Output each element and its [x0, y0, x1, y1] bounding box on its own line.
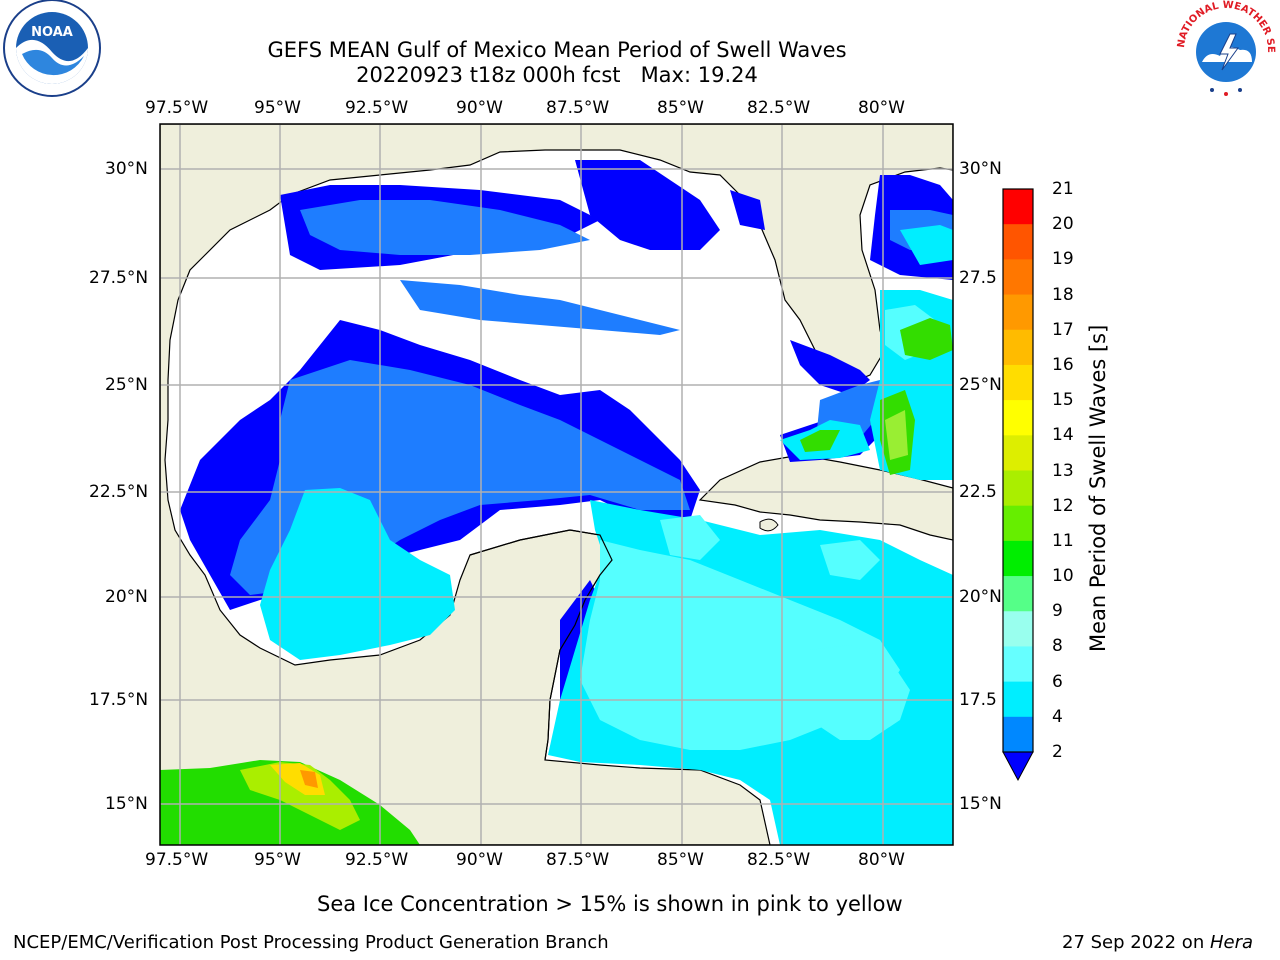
colorbar-extend-arrow	[1002, 751, 1034, 782]
map-subtitle: 20220923 t18z 000h fcst Max: 19.24	[356, 63, 758, 87]
footer-date-text: 27 Sep 2022 on	[1062, 932, 1210, 953]
lon-tick-top: 80°W	[858, 98, 905, 118]
colorbar-band	[1003, 470, 1033, 507]
colorbar-tick-label: 10	[1052, 566, 1074, 587]
lon-tick-bottom: 87.5°W	[546, 850, 610, 870]
lat-tick-left: 15°N	[105, 794, 148, 814]
colorbar-band	[1003, 576, 1033, 612]
lon-tick-bottom: 90°W	[456, 850, 503, 870]
pacific-swell-field	[160, 760, 420, 845]
colorbar-tick-label: 16	[1052, 354, 1074, 375]
lat-tick-right: 30°N	[959, 159, 1002, 179]
colorbar-band	[1003, 259, 1033, 296]
lat-tick-right: 22.5	[959, 482, 997, 502]
colorbar-tick-label: 13	[1052, 460, 1074, 481]
noaa-logo: NOAA	[3, 0, 101, 97]
colorbar-label: Mean Period of Swell Waves [s]	[1086, 324, 1110, 652]
colorbar-band	[1003, 646, 1033, 683]
swell-band-light-cyan	[580, 305, 935, 750]
footer-host: Hera	[1209, 932, 1253, 953]
lon-tick-bottom: 82.5°W	[747, 850, 811, 870]
colorbar-band	[1003, 189, 1033, 225]
colorbar-band	[1003, 611, 1033, 647]
colorbar-tick-label: 15	[1052, 390, 1074, 411]
lon-tick-top: 95°W	[254, 98, 301, 118]
map-title: GEFS MEAN Gulf of Mexico Mean Period of …	[267, 38, 847, 62]
noaa-logo-text: NOAA	[31, 25, 73, 40]
colorbar-frame	[1002, 188, 1034, 753]
colorbar-band	[1003, 540, 1033, 577]
colorbar-tick-label: 9	[1052, 601, 1063, 622]
lat-tick-right: 17.5	[959, 690, 997, 710]
colorbar-tick-label: 6	[1052, 671, 1063, 692]
lon-tick-top: 90°W	[456, 98, 503, 118]
lat-tick-right: 27.5	[959, 268, 997, 288]
nws-logo: NATIONAL WEATHER SERVICE	[1172, 0, 1276, 98]
colorbar-band	[1003, 681, 1033, 718]
colorbar-tick-label: 14	[1052, 425, 1074, 446]
colorbar	[1002, 188, 1034, 782]
colorbar-band	[1003, 224, 1033, 260]
lat-tick-left: 27.5°N	[89, 268, 149, 288]
lon-tick-top: 82.5°W	[747, 98, 811, 118]
colorbar-tick-label: 19	[1052, 249, 1074, 270]
colorbar-tick-label: 8	[1052, 636, 1063, 657]
colorbar-band	[1003, 364, 1033, 401]
lon-tick-top: 92.5°W	[345, 98, 409, 118]
map-frame	[159, 123, 954, 846]
footer-credit: NCEP/EMC/Verification Post Processing Pr…	[13, 932, 609, 953]
colorbar-tick-label: 18	[1052, 284, 1074, 305]
colorbar-tick-label: 12	[1052, 495, 1074, 516]
colorbar-tick-label: 20	[1052, 214, 1074, 235]
lon-tick-top: 87.5°W	[546, 98, 610, 118]
lat-tick-left: 30°N	[105, 159, 148, 179]
colorbar-tick-label: 11	[1052, 530, 1074, 551]
sea-ice-note: Sea Ice Concentration > 15% is shown in …	[317, 892, 903, 916]
lat-tick-right: 25°N	[959, 375, 1002, 395]
lon-tick-bottom: 92.5°W	[345, 850, 409, 870]
lon-tick-top: 85°W	[657, 98, 704, 118]
footer-date: 27 Sep 2022 on Hera	[1062, 932, 1253, 954]
colorbar-band	[1003, 716, 1033, 753]
colorbar-band	[1003, 400, 1033, 436]
colorbar-tick-label: 21	[1052, 179, 1074, 199]
colorbar-tick-label: 17	[1052, 319, 1074, 340]
lon-tick-bottom: 97.5°W	[145, 850, 209, 870]
lon-tick-bottom: 80°W	[858, 850, 905, 870]
lat-tick-left: 22.5°N	[89, 482, 149, 502]
lat-tick-right: 20°N	[959, 587, 1002, 607]
lat-tick-left: 17.5°N	[89, 690, 149, 710]
lon-tick-bottom: 95°W	[254, 850, 301, 870]
lat-tick-right: 15°N	[959, 794, 1002, 814]
colorbar-band	[1003, 505, 1033, 542]
graticule	[160, 124, 953, 845]
lat-tick-left: 25°N	[105, 375, 148, 395]
colorbar-tick-label: 2	[1052, 742, 1063, 762]
colorbar-band	[1003, 294, 1033, 331]
lon-tick-bottom: 85°W	[657, 850, 704, 870]
colorbar-band	[1003, 435, 1033, 471]
colorbar-band	[1003, 329, 1033, 366]
land-cuba	[698, 454, 953, 541]
lat-tick-left: 20°N	[105, 587, 148, 607]
lon-tick-top: 97.5°W	[145, 98, 209, 118]
colorbar-tick-label: 4	[1052, 706, 1063, 727]
